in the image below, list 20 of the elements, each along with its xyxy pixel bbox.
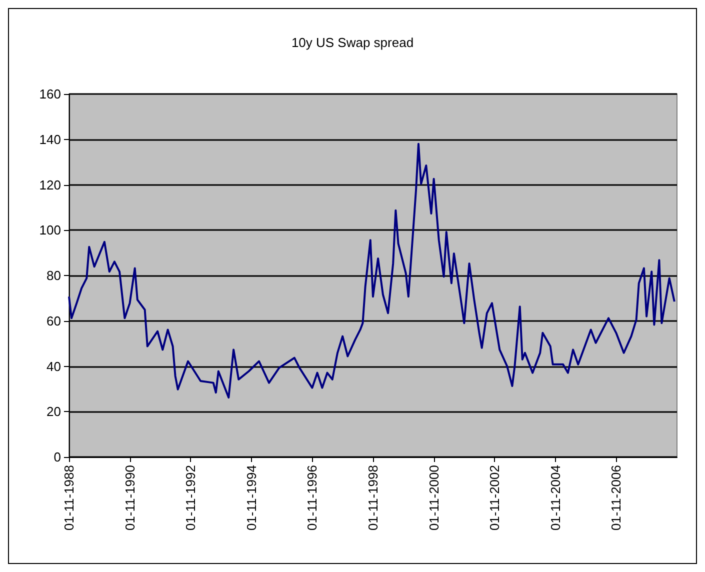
y-tick-label: 80	[46, 268, 61, 283]
x-tick-label: 01-11-1992	[183, 465, 198, 531]
y-tick-label: 60	[46, 313, 61, 328]
x-tick-label: 01-11-2000	[426, 465, 442, 531]
y-tick-label: 140	[39, 132, 61, 147]
y-tick-label: 160	[39, 86, 61, 102]
x-tick-label: 01-11-2006	[608, 465, 624, 531]
x-tick-label: 01-11-1996	[304, 465, 320, 531]
x-tick-label: 01-11-1998	[365, 465, 380, 531]
y-tick-label: 20	[46, 404, 61, 420]
y-tick-label: 40	[46, 358, 61, 374]
x-tick-label: 01-11-1988	[62, 465, 76, 531]
x-tick-label: 01-11-2002	[487, 465, 502, 531]
chart-title: 10y US Swap spread	[291, 35, 414, 50]
x-tick-label: 01-11-2004	[548, 465, 563, 531]
y-tick-label: 100	[39, 222, 61, 238]
y-tick-label: 0	[54, 450, 61, 464]
x-tick-label: 01-11-1994	[244, 465, 259, 531]
x-tick-label: 01-11-1990	[122, 465, 138, 531]
y-tick-label: 120	[39, 177, 61, 192]
